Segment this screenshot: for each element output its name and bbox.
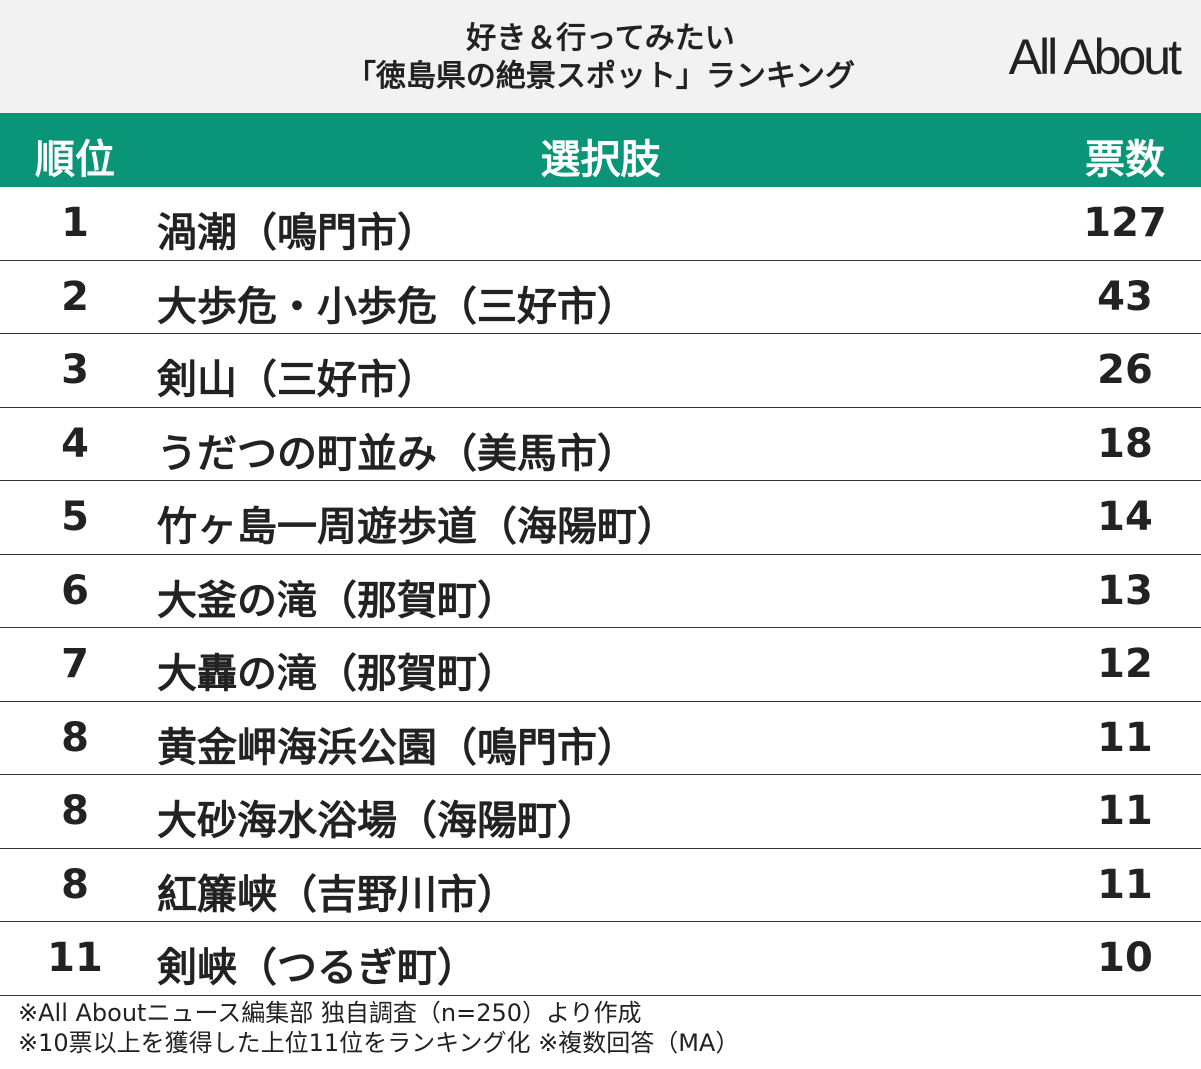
votes-cell: 26 (1097, 347, 1153, 393)
title-line: 好き＆行ってみたい (466, 21, 735, 56)
table-row: 6 大釜の滝（那賀町） 13 (0, 555, 1201, 628)
column-header: 選択肢 (540, 137, 661, 183)
table-row: 3 剣山（三好市） 26 (0, 334, 1201, 408)
name-cell: 大砂海水浴場（海陽町） (157, 798, 597, 844)
logo: All About (1008, 29, 1182, 85)
rank-cell: 8 (61, 714, 89, 761)
rank-cell: 5 (61, 494, 89, 540)
table-body: 1 渦潮（鳴門市） 127 2 大歩危・小歩危（三好市） 43 3 剣山（三好市） 26 4 うだつ… (0, 187, 1201, 996)
rank-cell: 8 (61, 788, 89, 834)
votes-cell: 11 (1097, 714, 1153, 761)
rank-cell: 11 (47, 935, 103, 981)
name-cell: 紅簾峡（吉野川市） (157, 871, 517, 918)
rank-cell: 4 (61, 420, 89, 467)
rank-cell: 2 (61, 273, 89, 320)
column-header: 順位 (35, 137, 115, 183)
table-row: 4 うだつの町並み（美馬市） 18 (0, 408, 1201, 481)
rank-cell: 8 (61, 861, 89, 908)
note: ※All Aboutニュース編集部 独自調査（n=250）より作成 (18, 999, 642, 1027)
header: 好き＆行ってみたい 「徳島県の絶景スポット」ランキング All About (0, 0, 1201, 113)
name-cell: 剣峡（つるぎ町） (157, 945, 477, 991)
table-row: 7 大轟の滝（那賀町） 12 (0, 628, 1201, 702)
table-row: 1 渦潮（鳴門市） 127 (0, 187, 1201, 261)
note: ※10票以上を獲得した上位11位をランキング化 ※複数回答（MA） (18, 1029, 740, 1057)
votes-cell: 13 (1097, 567, 1153, 614)
table-row: 2 大歩危・小歩危（三好市） 43 (0, 261, 1201, 334)
table-row: 11 剣峡（つるぎ町） 10 (0, 922, 1201, 996)
votes-cell: 11 (1097, 788, 1153, 834)
notes: ※All Aboutニュース編集部 独自調査（n=250）より作成 ※10票以上… (18, 998, 739, 1058)
column-header: 票数 (1085, 137, 1165, 183)
votes-cell: 10 (1097, 935, 1153, 981)
name-cell: 竹ヶ島一周遊歩道（海陽町） (157, 504, 677, 550)
votes-cell: 12 (1097, 641, 1153, 687)
name-cell: 大釜の滝（那賀町） (157, 577, 517, 624)
votes-cell: 11 (1097, 861, 1153, 908)
votes-cell: 14 (1097, 494, 1153, 540)
name-cell: 大歩危・小歩危（三好市） (157, 283, 637, 330)
votes-cell: 18 (1097, 420, 1153, 467)
name-cell: うだつの町並み（美馬市） (157, 430, 637, 477)
name-cell: 剣山（三好市） (157, 357, 437, 403)
name-cell: 大轟の滝（那賀町） (157, 651, 517, 697)
name-cell: 黄金岬海浜公園（鳴門市） (157, 724, 637, 771)
table-row: 8 大砂海水浴場（海陽町） 11 (0, 775, 1201, 849)
rank-cell: 3 (61, 347, 89, 393)
table-header: 順位 選択肢 票数 (0, 113, 1201, 187)
title-line: 「徳島県の絶景スポット」ランキング (345, 59, 856, 94)
rank-cell: 6 (61, 567, 89, 614)
table-row: 8 黄金岬海浜公園（鳴門市） 11 (0, 702, 1201, 775)
votes-cell: 127 (1083, 200, 1167, 246)
table-row: 8 紅簾峡（吉野川市） 11 (0, 849, 1201, 922)
rank-cell: 7 (61, 641, 89, 687)
votes-cell: 43 (1097, 273, 1153, 320)
title: 好き＆行ってみたい 「徳島県の絶景スポット」ランキング (0, 20, 1201, 96)
table-row: 5 竹ヶ島一周遊歩道（海陽町） 14 (0, 481, 1201, 555)
rank-cell: 1 (61, 200, 89, 246)
name-cell: 渦潮（鳴門市） (157, 210, 437, 256)
